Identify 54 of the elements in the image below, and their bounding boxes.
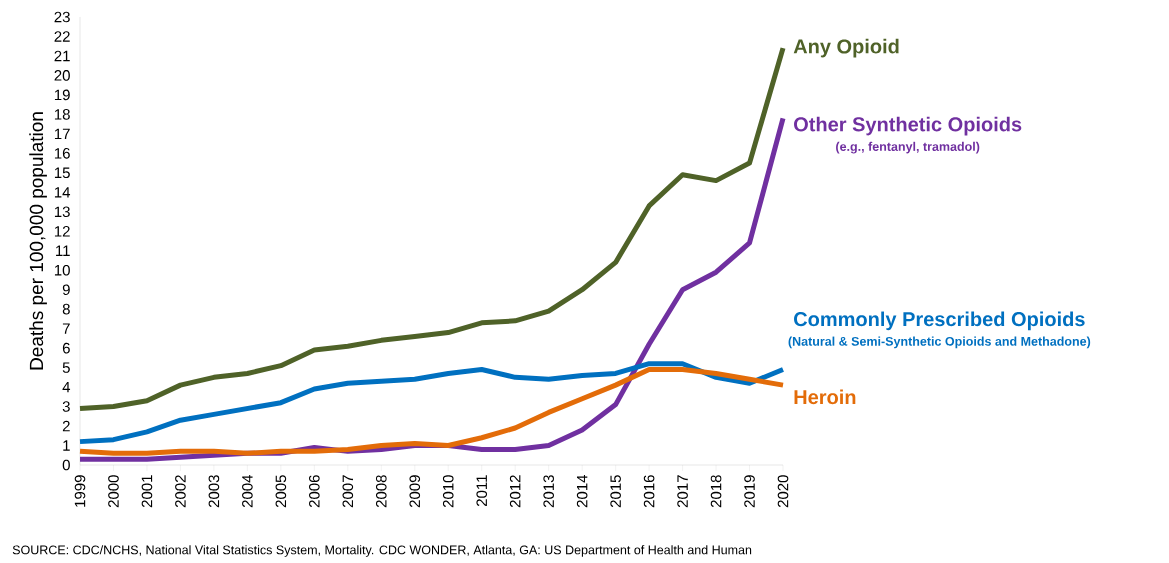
x-tick-label: 2013 — [543, 475, 554, 508]
y-tick-label: 5 — [62, 362, 70, 373]
x-tick-label: 2008 — [375, 475, 387, 508]
y-tick-label: 10 — [54, 264, 70, 276]
x-tick-label: 2017 — [677, 475, 688, 508]
y-tick-label: 13 — [54, 206, 70, 218]
y-tick-label: 8 — [62, 303, 70, 315]
x-tick-label: 2005 — [275, 475, 287, 508]
y-tick-label: 21 — [54, 50, 70, 62]
y-tick-label: 19 — [54, 89, 70, 101]
y-tick-label: 22 — [54, 31, 70, 42]
y-tick-label: 16 — [54, 148, 70, 159]
y-tick-label: 23 — [54, 11, 70, 23]
y-tick-label: 6 — [62, 342, 70, 354]
x-tick-label: 2014 — [576, 474, 588, 508]
x-tick-label: 2018 — [710, 475, 722, 508]
x-tick-label: 2001 — [141, 475, 153, 508]
series-label: Heroin — [794, 389, 856, 405]
y-axis-title: Deaths per 100,000 population — [29, 112, 47, 370]
y-tick-label: 15 — [54, 167, 70, 179]
x-tick-label: 2000 — [108, 475, 119, 508]
x-tick-label: 2011 — [476, 475, 488, 507]
text: Commonly Prescribed Opioids — [794, 311, 1085, 331]
x-tick-label: 2016 — [643, 475, 655, 508]
y-tick-label: 9 — [62, 284, 70, 295]
x-tick-label: 2003 — [208, 475, 220, 508]
y-tick-label: 4 — [62, 381, 71, 393]
x-tick-label: 1999 — [74, 475, 86, 507]
y-tick-label: 3 — [62, 401, 70, 412]
x-tick-label: 2015 — [610, 475, 621, 508]
x-tick-label: 2006 — [309, 475, 320, 508]
x-tick-label: 2002 — [175, 475, 186, 508]
x-tick-label: 2010 — [442, 475, 454, 508]
series-label: Any Opioid — [793, 38, 899, 58]
text: (e.g., fentanyl, tramadol) — [836, 141, 980, 154]
y-tick-label: 2 — [62, 420, 70, 432]
y-tick-label: 7 — [62, 323, 70, 334]
y-tick-label: 14 — [54, 187, 71, 198]
y-tick-label: 17 — [54, 128, 70, 140]
x-tick-label: 2007 — [342, 475, 354, 508]
y-tick-label: 0 — [62, 459, 70, 471]
x-tick-label: 2004 — [242, 474, 253, 508]
x-tick-label: 2012 — [509, 475, 521, 508]
x-tick-label: 2020 — [777, 475, 789, 508]
y-tick-label: 11 — [56, 245, 70, 256]
text: (Natural & Semi-Synthetic Opioids and Methadone) — [788, 336, 1091, 349]
y-tick-label: 12 — [54, 226, 70, 237]
y-tick-label: 1 — [63, 440, 70, 451]
y-tick-label: 20 — [54, 70, 70, 81]
x-tick-label: 2009 — [409, 475, 421, 508]
x-tick-label: 2019 — [744, 475, 755, 508]
source-note: SOURCE: CDC/NCHS, National Vital Statistics System, Mortality. CDC WONDER, Atlanta, GA: US Department of Health and Human — [12, 545, 752, 557]
y-tick-label: 18 — [54, 109, 70, 120]
series-label: Other Synthetic Opioids — [794, 116, 1022, 136]
